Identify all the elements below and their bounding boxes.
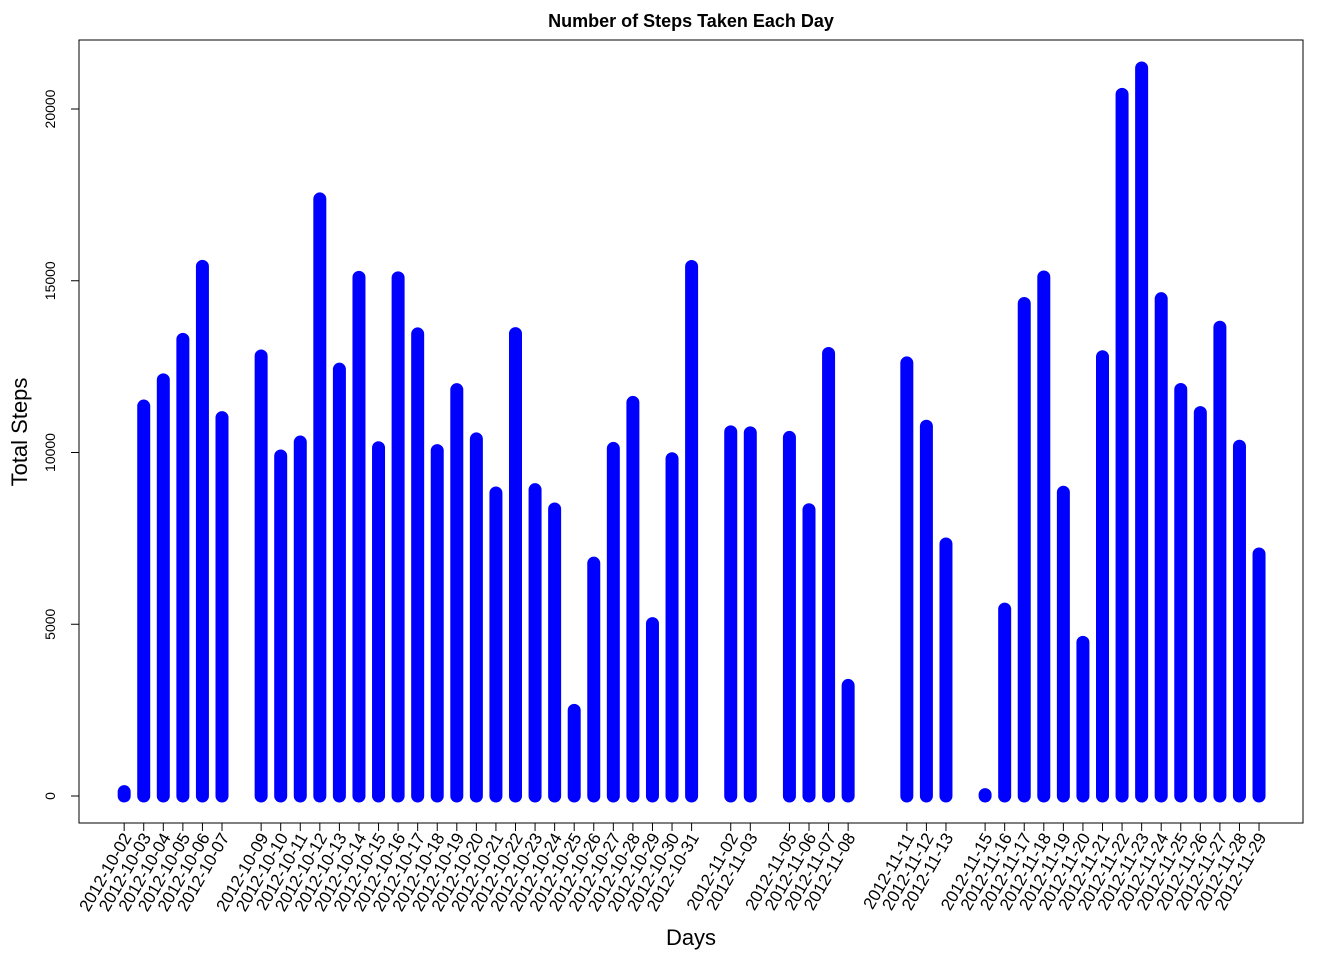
y-axis: 0 5000 10000 15000 20000 xyxy=(42,89,79,800)
x-axis-label: Days xyxy=(666,925,716,950)
bars-group xyxy=(117,61,1266,803)
y-tick-label: 0 xyxy=(42,792,58,800)
y-tick-label: 10000 xyxy=(42,433,58,472)
y-tick-label: 15000 xyxy=(42,261,58,300)
y-tick-label: 5000 xyxy=(42,608,58,639)
chart-title: Number of Steps Taken Each Day xyxy=(548,11,834,31)
y-axis-label: Total Steps xyxy=(7,378,32,487)
x-axis: 2012-10-022012-10-032012-10-042012-10-05… xyxy=(76,823,1270,915)
y-tick-label: 20000 xyxy=(42,89,58,128)
plot-area-frame xyxy=(78,39,1304,824)
